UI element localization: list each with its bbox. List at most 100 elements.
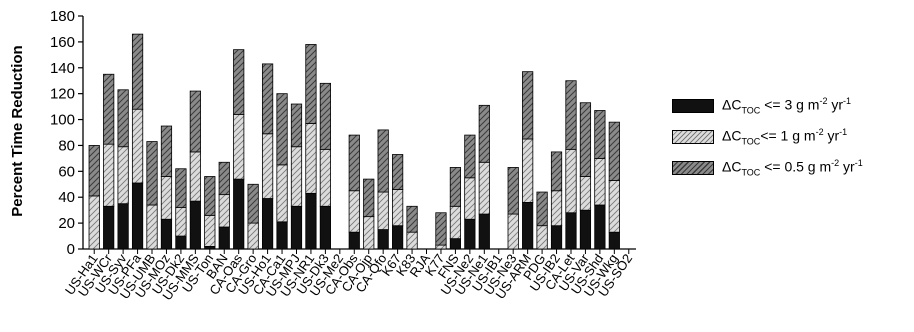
bar-segment bbox=[88, 195, 100, 250]
bar-segment bbox=[536, 191, 548, 227]
bar-segment bbox=[160, 125, 173, 177]
bar-segment bbox=[261, 198, 274, 250]
legend-swatch bbox=[672, 130, 714, 144]
bar-segment bbox=[392, 225, 404, 250]
bar-segment bbox=[117, 203, 129, 250]
bar-segment bbox=[565, 148, 577, 214]
bar-segment bbox=[290, 205, 303, 250]
bar-segment bbox=[608, 231, 620, 250]
bar-segment bbox=[276, 164, 288, 223]
bar-segment bbox=[348, 190, 360, 233]
bar-segment bbox=[377, 229, 389, 250]
bar-segment bbox=[435, 244, 447, 250]
bar-segment bbox=[175, 235, 187, 250]
bar-segment bbox=[88, 145, 100, 197]
legend-item: ΔCTOC <= 3 g m-2 yr-1 bbox=[672, 96, 912, 116]
y-tick-label: 0 bbox=[67, 241, 75, 258]
bar-segment bbox=[160, 218, 173, 250]
bar-segment bbox=[117, 89, 129, 148]
bar-segment bbox=[103, 73, 115, 145]
bar-segment bbox=[478, 104, 490, 163]
legend-item: ΔCTOC<= 1 g m-2 yr-1 bbox=[672, 127, 912, 147]
bar-segment bbox=[507, 167, 519, 215]
bar-segment bbox=[319, 205, 331, 250]
bar-segment bbox=[204, 176, 216, 216]
bar-segment bbox=[305, 44, 317, 124]
legend: ΔCTOC <= 3 g m-2 yr-1 ΔCTOC<= 1 g m-2 yr-… bbox=[672, 96, 912, 189]
bar-segment bbox=[103, 205, 115, 250]
bar-segment bbox=[218, 226, 230, 250]
bar-segment bbox=[160, 176, 173, 220]
bar-segment bbox=[218, 194, 230, 228]
bar-segment bbox=[435, 212, 447, 246]
bar-segment bbox=[146, 141, 158, 206]
bar-segment bbox=[233, 49, 245, 115]
bar-segment bbox=[131, 33, 144, 110]
bar-segment bbox=[565, 212, 577, 250]
bar-segment bbox=[131, 182, 144, 250]
bar-segment bbox=[392, 154, 404, 190]
bar-segment bbox=[204, 214, 216, 247]
y-tick-label: 180 bbox=[50, 8, 75, 25]
bar-segment bbox=[305, 123, 317, 194]
bar-segment bbox=[305, 192, 317, 250]
bar-segment bbox=[464, 218, 476, 250]
y-axis-label: Percent Time Reduction bbox=[9, 45, 26, 216]
bar-segment bbox=[550, 151, 563, 192]
bar-chart: 020406080100120140160180US-Ha1US-WCrUS-S… bbox=[9, 8, 636, 303]
bar-segment bbox=[348, 134, 360, 192]
bar-segment bbox=[189, 200, 201, 250]
bar-segment bbox=[579, 102, 592, 177]
bar-segment bbox=[319, 82, 331, 150]
bar-segment bbox=[464, 177, 476, 220]
bar-segment bbox=[189, 90, 201, 153]
bar-segment bbox=[233, 113, 245, 180]
y-tick-label: 40 bbox=[58, 189, 75, 206]
bar-segment bbox=[594, 157, 606, 206]
bar-segment bbox=[117, 146, 129, 205]
bar-segment bbox=[175, 168, 187, 208]
y-tick-label: 160 bbox=[50, 34, 75, 51]
bar-segment bbox=[550, 225, 563, 250]
bar-segment bbox=[594, 204, 606, 250]
bar-segment bbox=[522, 71, 534, 140]
y-tick-label: 100 bbox=[50, 112, 75, 129]
y-tick-label: 140 bbox=[50, 60, 75, 77]
bar-segment bbox=[565, 80, 577, 150]
bar-segment bbox=[189, 151, 201, 202]
legend-swatch bbox=[672, 161, 714, 175]
bar-segment bbox=[507, 213, 519, 250]
legend-item: ΔCTOC <= 0.5 g m-2 yr-1 bbox=[672, 158, 912, 178]
bar-segment bbox=[406, 231, 418, 250]
bar-segment bbox=[131, 108, 144, 184]
bar-segment bbox=[175, 207, 187, 237]
bar-segment bbox=[276, 221, 288, 250]
bar-segment bbox=[478, 161, 490, 215]
bar-segment bbox=[608, 179, 620, 233]
bar-segment bbox=[579, 176, 592, 211]
y-tick-label: 80 bbox=[58, 137, 75, 154]
legend-label: ΔCTOC<= 1 g m-2 yr-1 bbox=[722, 127, 848, 147]
bar-segment bbox=[348, 231, 360, 250]
bars bbox=[88, 33, 620, 250]
y-tick-label: 60 bbox=[58, 163, 75, 180]
bar-segment bbox=[247, 183, 259, 224]
bar-segment bbox=[579, 209, 592, 250]
bar-segment bbox=[247, 222, 259, 250]
bar-segment bbox=[377, 191, 389, 230]
bar-segment bbox=[261, 63, 274, 135]
bar-segment bbox=[392, 189, 404, 227]
bar-segment bbox=[319, 148, 331, 207]
bar-segment bbox=[146, 204, 158, 250]
bar-segment bbox=[276, 93, 288, 166]
bar-segment bbox=[261, 133, 274, 199]
bar-segment bbox=[594, 110, 606, 159]
bar-segment bbox=[608, 121, 620, 181]
bar-segment bbox=[464, 134, 476, 179]
bar-segment bbox=[103, 143, 115, 207]
bar-segment bbox=[290, 146, 303, 207]
bar-segment bbox=[363, 216, 375, 250]
legend-label: ΔCTOC <= 0.5 g m-2 yr-1 bbox=[722, 158, 863, 178]
bar-segment bbox=[536, 225, 548, 250]
bar-segment bbox=[449, 205, 462, 240]
